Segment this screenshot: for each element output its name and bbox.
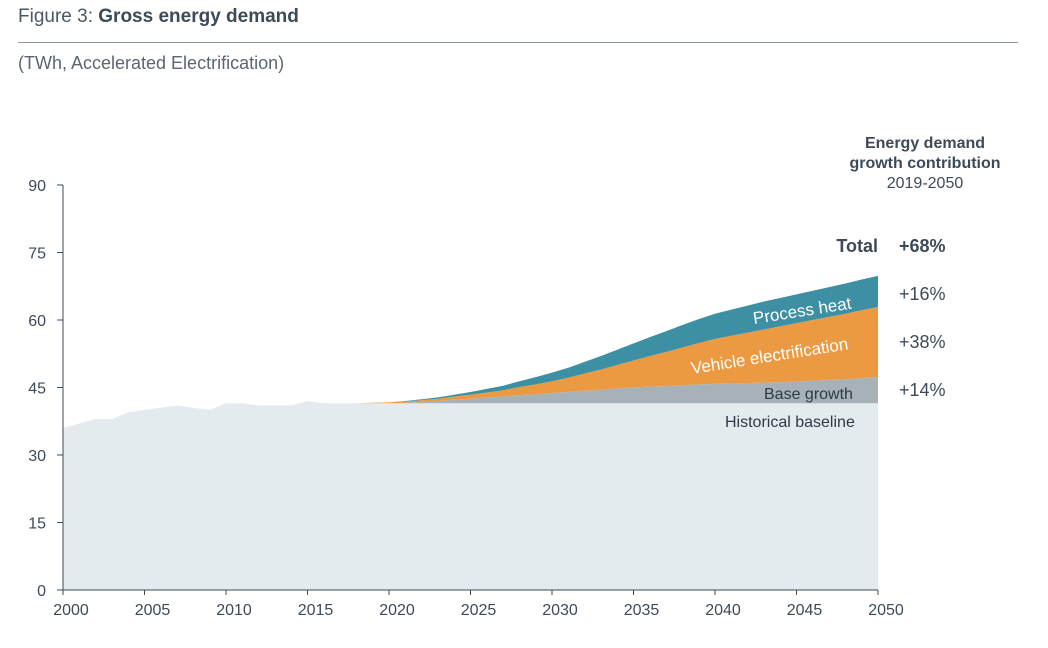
figure-subtitle: (TWh, Accelerated Electrification) xyxy=(18,53,285,73)
x-tick-label: 2000 xyxy=(53,602,89,619)
y-tick-label: 60 xyxy=(28,313,46,330)
area-base-growth xyxy=(389,377,878,404)
figure-label: Figure 3: xyxy=(18,6,93,27)
annotation-value-process-heat: +16% xyxy=(899,284,946,304)
y-tick-label: 90 xyxy=(28,178,46,195)
x-tick-label: 2025 xyxy=(461,602,497,619)
y-tick-label: 30 xyxy=(28,448,46,465)
figure-title-text: Gross energy demand xyxy=(98,6,299,27)
contribution-header-line1: Energy demand xyxy=(864,135,986,152)
x-tick-label: 2005 xyxy=(135,602,171,619)
area-vehicle-electrification xyxy=(356,306,878,404)
contribution-header-line2: growth contribution xyxy=(849,155,1001,172)
x-tick-label: 2020 xyxy=(379,602,415,619)
annotation-value-total: +68% xyxy=(899,236,946,256)
area-process-heat xyxy=(389,275,878,403)
y-tick-label: 45 xyxy=(28,381,46,398)
title-divider xyxy=(18,42,1018,43)
x-tick-label: 2045 xyxy=(787,602,823,619)
x-tick-label: 2050 xyxy=(868,602,904,619)
x-tick-label: 2035 xyxy=(624,602,660,619)
x-tick-label: 2040 xyxy=(705,602,741,619)
contribution-header: Energy demand growth contribution 2019-2… xyxy=(820,134,1030,194)
annotation-value-vehicle-electrification: +38% xyxy=(899,332,946,352)
area-label-base-growth: Base growth xyxy=(764,386,853,403)
x-tick-label: 2030 xyxy=(542,602,578,619)
x-tick-label: 2010 xyxy=(216,602,252,619)
annotation-value-base-growth: +14% xyxy=(899,380,946,400)
area-label-historical-baseline: Historical baseline xyxy=(725,414,855,431)
x-tick-label: 2015 xyxy=(298,602,334,619)
contribution-header-period: 2019-2050 xyxy=(886,175,964,192)
annotation-total-label: Total xyxy=(836,236,878,256)
y-tick-label: 75 xyxy=(28,246,46,263)
y-tick-label: 0 xyxy=(37,583,46,600)
figure-title: Figure 3: Gross energy demand xyxy=(18,6,299,28)
y-tick-label: 15 xyxy=(28,516,46,533)
area-historical-baseline xyxy=(63,401,878,590)
